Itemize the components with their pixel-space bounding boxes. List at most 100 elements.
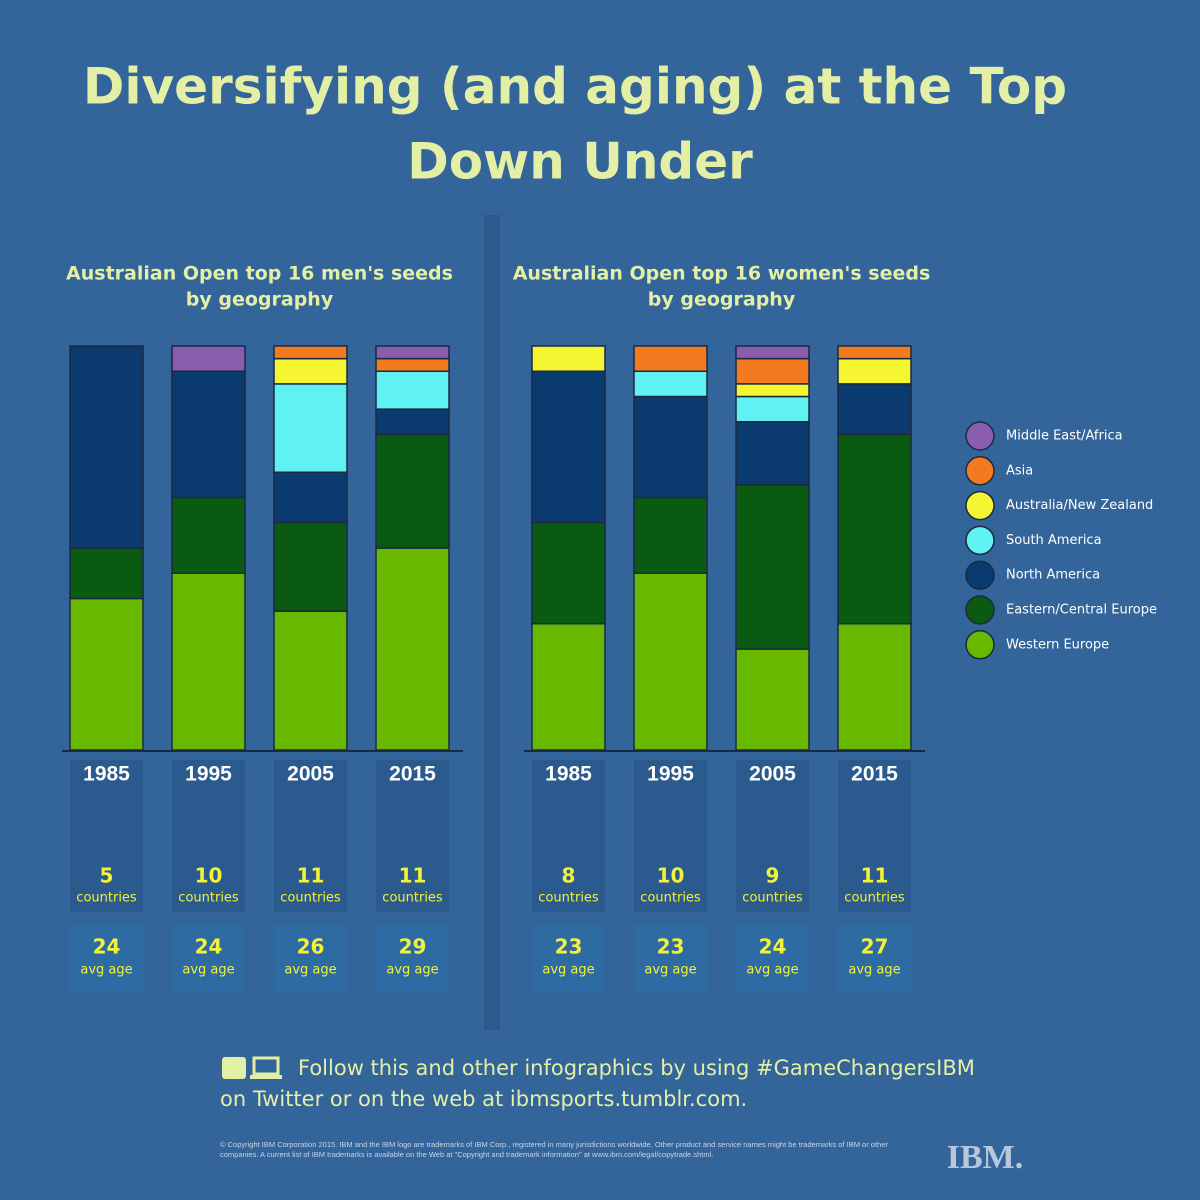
legend-swatch xyxy=(965,560,995,590)
x-tick-label: 1985 xyxy=(83,763,130,786)
countries-label: countries xyxy=(76,891,137,906)
avg-age-label: avg age xyxy=(644,963,696,978)
countries-value: 10 xyxy=(657,864,685,888)
x-tick-label: 2005 xyxy=(749,763,796,786)
bar-segment xyxy=(531,522,606,625)
bar-segment xyxy=(531,370,606,524)
bar-segment xyxy=(735,484,810,650)
bar-segment xyxy=(273,471,348,524)
countries-label: countries xyxy=(178,891,239,906)
bar-segment xyxy=(69,345,144,549)
legend-label: Western Europe xyxy=(1006,637,1109,652)
countries-value: 10 xyxy=(195,864,223,888)
avg-age-label: avg age xyxy=(284,963,336,978)
avg-age-value: 24 xyxy=(93,935,121,959)
chart-subtitle: by geography xyxy=(186,289,334,311)
avg-age-value: 23 xyxy=(555,935,583,959)
bar-segment xyxy=(273,522,348,612)
legend-label: South America xyxy=(1006,533,1102,548)
avg-age-value: 29 xyxy=(399,935,427,959)
avg-age-value: 24 xyxy=(195,935,223,959)
bar-segment xyxy=(69,547,144,600)
avg-age-label: avg age xyxy=(542,963,594,978)
divider xyxy=(484,215,500,1030)
info-box xyxy=(838,760,911,912)
x-tick-label: 2015 xyxy=(389,763,436,786)
bar-segment xyxy=(735,383,810,398)
bar-segment xyxy=(633,496,708,574)
bar-segment xyxy=(273,357,348,385)
bar-segment xyxy=(837,433,912,625)
info-box xyxy=(376,925,449,993)
countries-value: 8 xyxy=(562,864,576,888)
bar-segment xyxy=(531,345,606,372)
info-box xyxy=(274,925,347,993)
info-box xyxy=(634,760,707,912)
countries-label: countries xyxy=(538,891,599,906)
countries-value: 9 xyxy=(766,864,780,888)
bar-segment xyxy=(273,610,348,751)
title-line: Diversifying (and aging) at the Top xyxy=(83,58,1067,116)
countries-value: 11 xyxy=(297,864,325,888)
bar-segment xyxy=(375,370,450,410)
avg-age-label: avg age xyxy=(386,963,438,978)
avg-age-value: 23 xyxy=(657,935,685,959)
legend-swatch xyxy=(965,421,995,451)
bar-segment xyxy=(837,345,912,360)
x-tick-label: 2015 xyxy=(851,763,898,786)
copyright: © Copyright IBM Corporation 2015. IBM an… xyxy=(220,1140,888,1159)
info-box xyxy=(70,760,143,912)
countries-label: countries xyxy=(280,891,341,906)
countries-label: countries xyxy=(844,891,905,906)
chart-subtitle: Australian Open top 16 men's seeds xyxy=(66,263,453,285)
info-box xyxy=(532,760,605,912)
info-box xyxy=(172,760,245,912)
bar-segment xyxy=(375,345,450,360)
logo: IBM. xyxy=(947,1139,1024,1176)
avg-age-label: avg age xyxy=(848,963,900,978)
bar-segment xyxy=(633,395,708,499)
info-box xyxy=(376,760,449,912)
bar-segment xyxy=(171,370,246,499)
footer-line: on Twitter or on the web at ibmsports.tu… xyxy=(220,1087,747,1111)
legend-swatch xyxy=(965,456,995,486)
countries-label: countries xyxy=(382,891,443,906)
bar-segment xyxy=(735,357,810,385)
bar-segment xyxy=(375,357,450,372)
legend-label: Middle East/Africa xyxy=(1006,429,1123,444)
info-box xyxy=(736,760,809,912)
bar-segment xyxy=(375,408,450,436)
avg-age-value: 24 xyxy=(759,935,787,959)
legend-label: Australia/New Zealand xyxy=(1006,498,1153,513)
info-box xyxy=(70,925,143,993)
bar-segment xyxy=(633,345,708,372)
legend-swatch xyxy=(965,525,995,556)
bar-segment xyxy=(735,395,810,423)
bar-segment xyxy=(633,572,708,751)
countries-label: countries xyxy=(742,891,803,906)
bar-segment xyxy=(69,597,144,751)
bar-segment xyxy=(273,345,348,360)
bar-segment xyxy=(837,383,912,436)
bar-segment xyxy=(837,623,912,751)
avg-age-value: 26 xyxy=(297,935,325,959)
footer-line: Follow this and other infographics by us… xyxy=(298,1056,975,1080)
title-line: Down Under xyxy=(407,133,753,191)
bar-segment xyxy=(375,433,450,549)
info-box xyxy=(274,760,347,912)
chart-subtitle: by geography xyxy=(648,289,796,311)
countries-label: countries xyxy=(640,891,701,906)
bar-segment xyxy=(171,345,246,372)
bar-segment xyxy=(375,547,450,751)
bar-segment xyxy=(735,648,810,751)
x-tick-label: 1995 xyxy=(647,763,694,786)
legend-label: North America xyxy=(1006,568,1100,583)
countries-value: 5 xyxy=(100,864,114,888)
bar-segment xyxy=(171,572,246,751)
info-box xyxy=(532,925,605,993)
bar-segment xyxy=(531,623,606,751)
bar-segment xyxy=(837,357,912,385)
x-tick-label: 2005 xyxy=(287,763,334,786)
countries-value: 11 xyxy=(861,864,889,888)
